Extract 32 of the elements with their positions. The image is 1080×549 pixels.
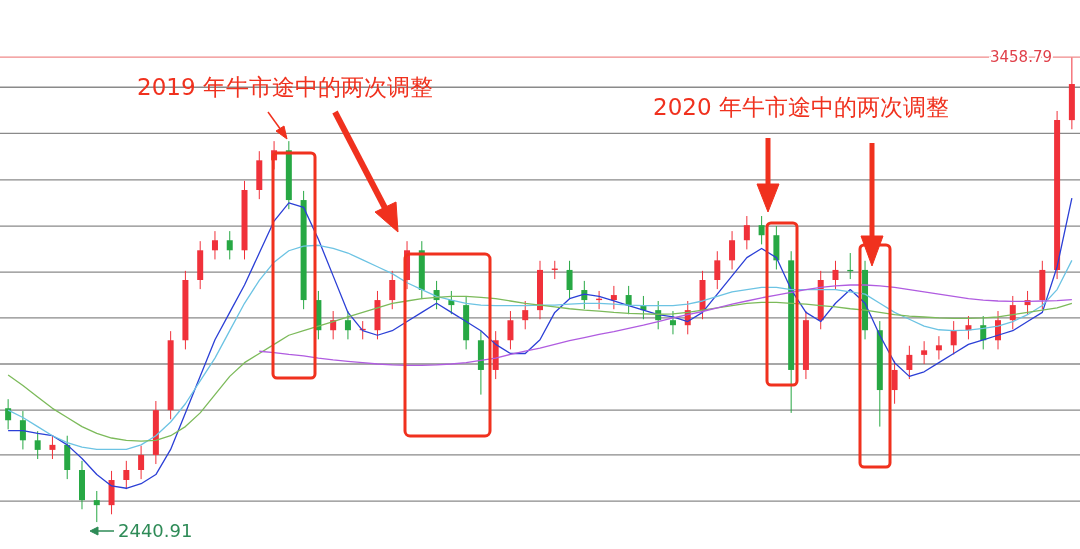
candlestick <box>522 300 529 330</box>
candlestick <box>729 230 736 270</box>
ref-line-label: 3458.79 <box>989 48 1052 67</box>
candlestick <box>123 460 130 490</box>
candlestick <box>891 360 898 405</box>
candlestick <box>950 320 957 355</box>
candlestick <box>138 445 145 480</box>
candlestick <box>935 335 942 360</box>
candlestick <box>93 490 100 523</box>
candlestick <box>19 410 26 450</box>
candlestick <box>34 430 41 460</box>
candlestick <box>344 310 351 340</box>
candlestick <box>566 260 573 300</box>
candlestick <box>832 260 839 290</box>
candlestick <box>226 230 233 260</box>
candlestick <box>743 215 750 250</box>
candlestick <box>49 435 56 460</box>
candlestick <box>610 285 617 310</box>
candlestick <box>714 250 721 290</box>
candlestick <box>389 270 396 310</box>
annotation: 2019 年牛市途中的两次调整 <box>137 73 433 102</box>
candlestick <box>921 340 928 365</box>
annotation: 2440.91 <box>118 520 193 541</box>
annotation: 2020 年牛市途中的两次调整 <box>653 93 949 122</box>
candlestick <box>507 310 514 350</box>
candlestick <box>965 315 972 340</box>
candlestick <box>211 230 218 260</box>
candlestick <box>625 285 632 315</box>
candlestick <box>906 345 913 380</box>
candlestick <box>669 310 676 335</box>
candlestick <box>758 215 765 245</box>
candlestick <box>5 398 12 430</box>
